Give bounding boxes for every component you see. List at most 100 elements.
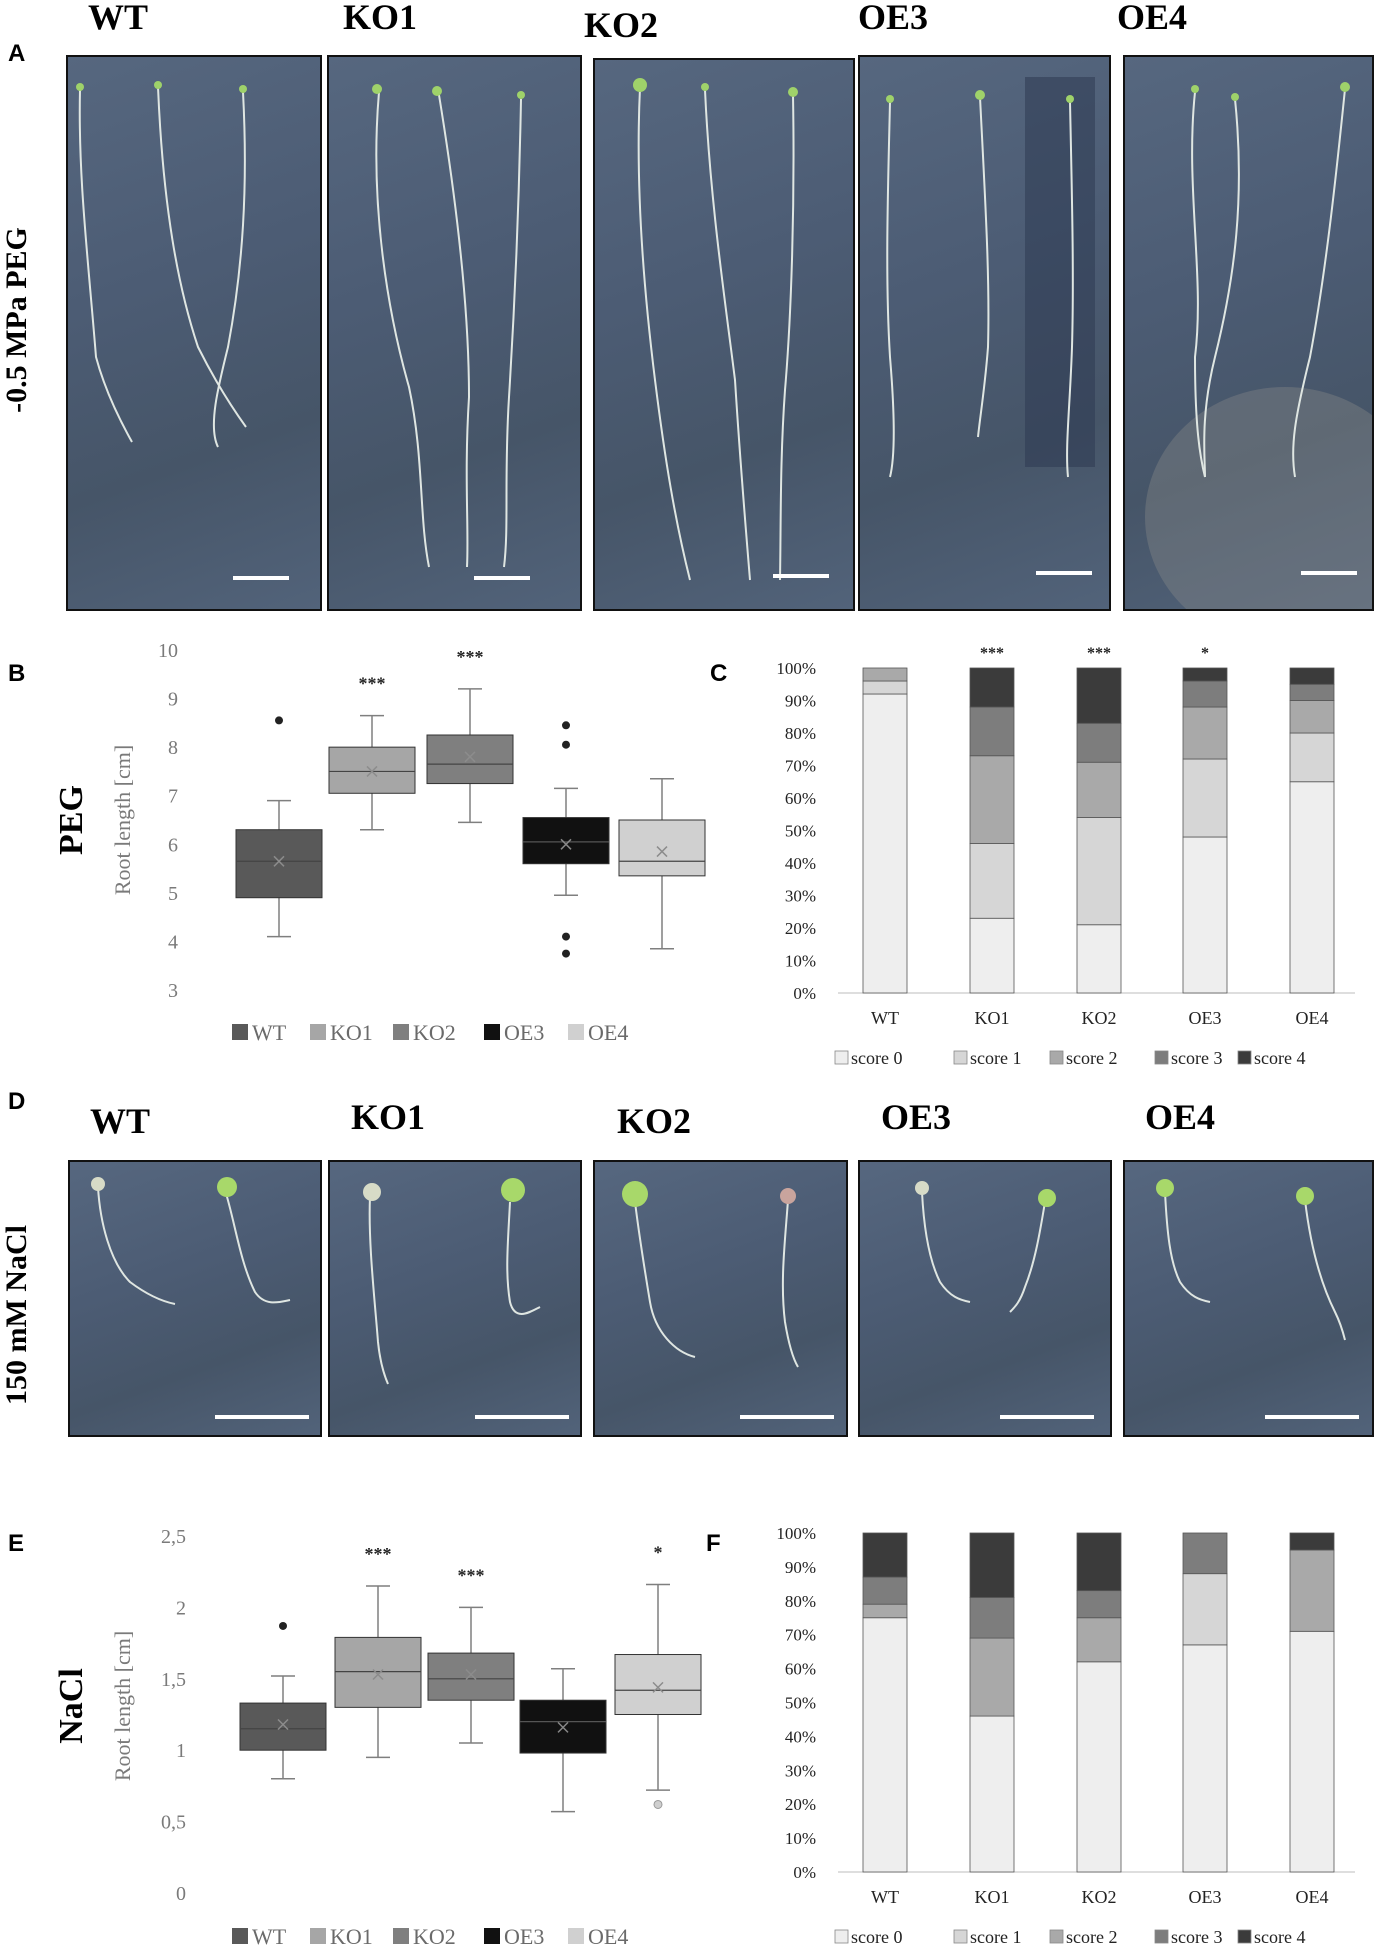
- bar-segment: [1182, 758, 1228, 838]
- panel-d-photo-ko1: [328, 1160, 582, 1437]
- box: [426, 734, 514, 785]
- seedling-drawing: [1145, 82, 1372, 609]
- bar-segment: [862, 680, 908, 695]
- bar-segment: [969, 1637, 1015, 1717]
- bar-segment: [969, 843, 1015, 919]
- legend-swatch: [1049, 1929, 1064, 1944]
- bar-segment: [1182, 836, 1228, 994]
- box: [235, 829, 323, 899]
- mean-marker: [464, 751, 476, 763]
- box: [618, 819, 706, 877]
- x-tick-label: KO2: [1082, 1887, 1117, 1907]
- box: [334, 1636, 422, 1708]
- x-tick-label: OE4: [1296, 1008, 1329, 1028]
- legend-swatch: [1049, 1050, 1064, 1065]
- bar-segment: [1289, 700, 1335, 734]
- legend-label: score 0: [851, 1927, 902, 1947]
- y-tick-label: 60%: [785, 1660, 816, 1679]
- seedling-drawing: [1156, 1179, 1359, 1419]
- legend-label: score 4: [1254, 1927, 1305, 1947]
- outlier-point: [653, 1799, 663, 1809]
- x-tick-label: WT: [871, 1008, 899, 1028]
- legend-swatch: [484, 1928, 500, 1944]
- bar-segment: [862, 667, 908, 682]
- y-tick-label: 40%: [785, 1727, 816, 1746]
- panel-letter-f: F: [706, 1530, 721, 1557]
- bar-segment: [1289, 732, 1335, 783]
- legend-label: score 3: [1171, 1927, 1222, 1947]
- box-plot-b: PEG Root length [cm] 3 4 5 6 7 8 9 10 *** *** WT KO1 K…: [53, 640, 706, 1045]
- legend-label: WT: [252, 1020, 287, 1045]
- bar-segment: [1076, 1532, 1122, 1592]
- y-tick-label: 6: [168, 834, 178, 856]
- bar-segment: [1182, 667, 1228, 682]
- legend-label: score 2: [1066, 1048, 1117, 1068]
- significance-label: ***: [457, 647, 484, 667]
- panel-letter-e: E: [8, 1530, 25, 1557]
- legend-swatch: [232, 1928, 248, 1944]
- y-axis-label: Root length [cm]: [110, 1631, 135, 1781]
- panel-d-genotype-label: KO2: [617, 1101, 692, 1141]
- y-tick-label: 2,5: [161, 1526, 186, 1548]
- y-tick-label: 30%: [785, 887, 816, 906]
- panel-d-genotype-label: WT: [90, 1101, 151, 1141]
- bar-segment: [969, 917, 1015, 994]
- mean-marker: [273, 855, 285, 867]
- significance-label: *: [654, 1543, 663, 1563]
- outlier-point: [279, 1621, 287, 1630]
- significance-label: ***: [458, 1565, 485, 1585]
- legend-label: score 1: [970, 1927, 1021, 1947]
- y-tick-label: 20%: [785, 919, 816, 938]
- panel-a-genotype-label: KO1: [343, 0, 418, 37]
- seedling-drawing: [363, 1178, 569, 1419]
- legend-label: score 0: [851, 1048, 902, 1068]
- outlier-point: [562, 721, 570, 730]
- chart-title: PEG: [53, 785, 90, 855]
- bar-segment: [1289, 1532, 1335, 1551]
- bar-segment: [862, 1532, 908, 1578]
- legend-swatch: [834, 1050, 849, 1065]
- panel-a-photo-ko1: [327, 55, 582, 611]
- significance-label: ***: [365, 1544, 392, 1564]
- panel-d-genotype-label: OE3: [881, 1097, 952, 1137]
- panel-a-photo-oe3: [858, 55, 1111, 611]
- x-tick-label: KO2: [1082, 1008, 1117, 1028]
- y-tick-label: 0%: [793, 984, 816, 1003]
- y-tick-label: 80%: [785, 1592, 816, 1611]
- seedling-drawing: [915, 1181, 1094, 1419]
- bar-segment: [1076, 761, 1122, 818]
- mean-marker: [465, 1668, 477, 1681]
- box: [614, 1654, 702, 1716]
- panel-d-genotype-label: OE4: [1145, 1097, 1216, 1137]
- y-tick-label: 7: [168, 786, 178, 808]
- y-tick-label: 20%: [785, 1795, 816, 1814]
- y-tick-label: 0,5: [161, 1812, 186, 1834]
- stacked-bar-c: 0%10%20%30%40%50%60%70%80%90%100%WT KO1**…: [776, 645, 1355, 1068]
- box: [328, 746, 416, 794]
- legend-swatch: [568, 1928, 584, 1944]
- y-tick-label: 50%: [785, 822, 816, 841]
- bar-segment: [1289, 667, 1335, 685]
- bar-segment: [862, 1617, 908, 1873]
- bar-segment: [1289, 1549, 1335, 1632]
- bar-segment: [1289, 1630, 1335, 1873]
- bar-segment: [969, 1597, 1015, 1639]
- panel-d-photo-ko2: [593, 1160, 848, 1437]
- legend-swatch: [310, 1024, 326, 1040]
- seedling-drawing: [633, 78, 829, 581]
- legend-swatch: [953, 1929, 968, 1944]
- bar-segment: [1076, 1617, 1122, 1663]
- bar-segment: [1076, 924, 1122, 994]
- bar-segment: [1076, 1590, 1122, 1619]
- legend-label: score 1: [970, 1048, 1021, 1068]
- panel-a-genotype-label: WT: [88, 0, 149, 37]
- legend-label: KO2: [413, 1924, 456, 1949]
- x-tick-label: WT: [871, 1887, 899, 1907]
- panel-a-genotype-label: KO2: [584, 5, 659, 45]
- y-tick-label: 70%: [785, 757, 816, 776]
- seedling-drawing: [622, 1181, 834, 1419]
- seedling-drawing: [886, 77, 1095, 575]
- y-tick-label: 50%: [785, 1694, 816, 1713]
- panel-d-photo-oe4: [1123, 1160, 1374, 1437]
